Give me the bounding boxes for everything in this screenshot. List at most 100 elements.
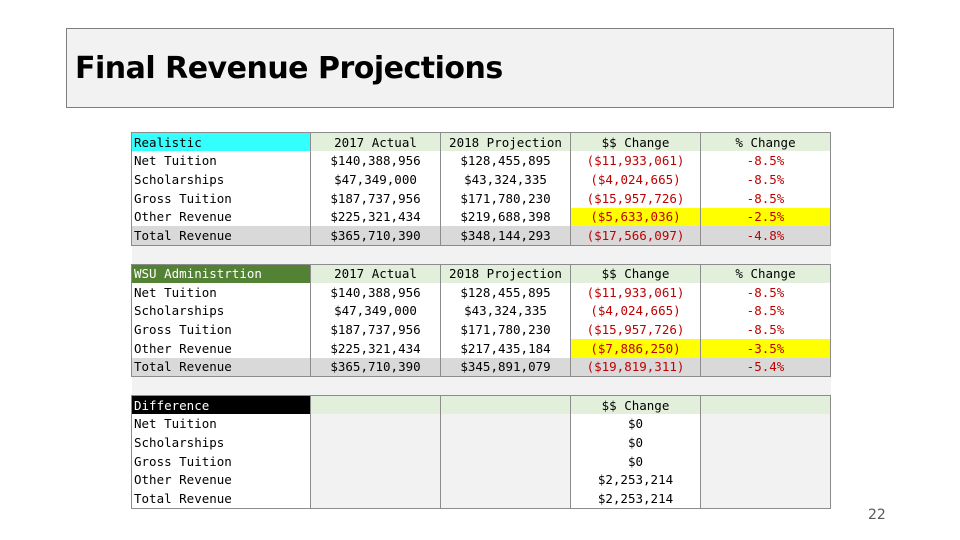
cell-percent-change: -8.5% — [700, 151, 831, 170]
cell-dollar-change: $2,253,214 — [570, 470, 701, 490]
row-label: Net Tuition — [131, 151, 311, 170]
wsu-row-net-tuition: Net Tuition $140,388,956 $128,455,895 ($… — [131, 282, 831, 302]
wsu-row-gross-tuition: Gross Tuition $187,737,956 $171,780,230 … — [131, 320, 831, 339]
blank-cell — [700, 395, 831, 415]
row-label: Gross Tuition — [131, 188, 311, 208]
wsu-row-scholarships: Scholarships $47,349,000 $43,324,335 ($4… — [131, 301, 831, 321]
wsu-header-row: WSU Administrtion 2017 Actual 2018 Proje… — [131, 263, 831, 283]
title-box: Final Revenue Projections — [66, 28, 894, 108]
difference-row-gross-tuition: Gross Tuition $0 — [131, 451, 831, 471]
cell-2017-actual: $140,388,956 — [310, 282, 441, 302]
blank-cell — [700, 470, 831, 490]
cell-percent-change: -8.5% — [700, 282, 831, 302]
cell-2017-actual: $47,349,000 — [310, 301, 441, 321]
spacer-row — [131, 245, 831, 264]
cell-2017-actual: $225,321,434 — [310, 339, 441, 358]
blank-cell — [310, 395, 441, 415]
row-label: Scholarships — [131, 170, 311, 189]
cell-percent-change: -5.4% — [700, 357, 831, 377]
cell-percent-change: -4.8% — [700, 226, 831, 246]
row-label: Scholarships — [131, 301, 311, 321]
column-header-percent-change: % Change — [700, 263, 831, 283]
cell-dollar-change-highlighted: ($7,886,250) — [570, 339, 701, 358]
row-label: Total Revenue — [131, 489, 311, 509]
cell-dollar-change: ($4,024,665) — [570, 170, 701, 189]
row-label: Gross Tuition — [131, 451, 311, 471]
row-label: Total Revenue — [131, 226, 311, 246]
blank-cell — [310, 451, 441, 471]
realistic-section-label: Realistic — [131, 132, 311, 152]
column-header-2018-projection: 2018 Projection — [440, 132, 571, 152]
cell-percent-change-highlighted: -2.5% — [700, 207, 831, 227]
realistic-row-gross-tuition: Gross Tuition $187,737,956 $171,780,230 … — [131, 188, 831, 208]
blank-cell — [310, 433, 441, 452]
cell-2018-projection: $128,455,895 — [440, 282, 571, 302]
column-header-2018-projection: 2018 Projection — [440, 263, 571, 283]
cell-percent-change: -8.5% — [700, 188, 831, 208]
cell-dollar-change: ($15,957,726) — [570, 188, 701, 208]
blank-cell — [700, 414, 831, 433]
page-number: 22 — [868, 507, 886, 523]
blank-cell — [440, 470, 571, 490]
cell-2018-projection: $217,435,184 — [440, 339, 571, 358]
row-label: Other Revenue — [131, 207, 311, 227]
cell-dollar-change: ($15,957,726) — [570, 320, 701, 339]
difference-header-row: Difference $$ Change — [131, 395, 831, 415]
blank-cell — [440, 489, 571, 509]
cell-dollar-change: ($11,933,061) — [570, 282, 701, 302]
cell-2017-actual: $187,737,956 — [310, 320, 441, 339]
blank-cell — [440, 451, 571, 471]
realistic-row-net-tuition: Net Tuition $140,388,956 $128,455,895 ($… — [131, 151, 831, 170]
cell-2018-projection: $348,144,293 — [440, 226, 571, 246]
row-label: Total Revenue — [131, 357, 311, 377]
cell-dollar-change: ($19,819,311) — [570, 357, 701, 377]
cell-2018-projection: $43,324,335 — [440, 301, 571, 321]
cell-percent-change: -8.5% — [700, 170, 831, 189]
column-header-dollar-change: $$ Change — [570, 395, 701, 415]
cell-dollar-change: $0 — [570, 433, 701, 452]
cell-dollar-change: $0 — [570, 451, 701, 471]
cell-percent-change-highlighted: -3.5% — [700, 339, 831, 358]
row-label: Other Revenue — [131, 470, 311, 490]
blank-cell — [700, 451, 831, 471]
row-label: Scholarships — [131, 433, 311, 452]
row-label: Net Tuition — [131, 282, 311, 302]
difference-row-other-revenue: Other Revenue $2,253,214 — [131, 470, 831, 490]
wsu-row-total-revenue: Total Revenue $365,710,390 $345,891,079 … — [131, 357, 831, 377]
blank-cell — [310, 470, 441, 490]
column-header-dollar-change: $$ Change — [570, 132, 701, 152]
blank-cell — [440, 433, 571, 452]
column-header-percent-change: % Change — [700, 132, 831, 152]
difference-row-total-revenue: Total Revenue $2,253,214 — [131, 489, 831, 509]
realistic-row-other-revenue: Other Revenue $225,321,434 $219,688,398 … — [131, 207, 831, 227]
cell-percent-change: -8.5% — [700, 301, 831, 321]
realistic-header-row: Realistic 2017 Actual 2018 Projection $$… — [131, 132, 831, 152]
cell-2018-projection: $43,324,335 — [440, 170, 571, 189]
cell-dollar-change-highlighted: ($5,633,036) — [570, 207, 701, 227]
cell-dollar-change: ($17,566,097) — [570, 226, 701, 246]
cell-dollar-change: ($11,933,061) — [570, 151, 701, 170]
cell-dollar-change: ($4,024,665) — [570, 301, 701, 321]
revenue-projection-table: Realistic 2017 Actual 2018 Projection $$… — [131, 132, 831, 509]
blank-cell — [310, 489, 441, 509]
cell-2018-projection: $171,780,230 — [440, 320, 571, 339]
cell-dollar-change: $2,253,214 — [570, 489, 701, 509]
row-label: Other Revenue — [131, 339, 311, 358]
blank-cell — [310, 414, 441, 433]
blank-cell — [440, 395, 571, 415]
column-header-dollar-change: $$ Change — [570, 263, 701, 283]
spacer-row — [131, 376, 831, 396]
column-header-2017-actual: 2017 Actual — [310, 132, 441, 152]
row-label: Gross Tuition — [131, 320, 311, 339]
cell-2017-actual: $225,321,434 — [310, 207, 441, 227]
cell-2018-projection: $171,780,230 — [440, 188, 571, 208]
cell-dollar-change: $0 — [570, 414, 701, 433]
blank-cell — [700, 433, 831, 452]
cell-2017-actual: $140,388,956 — [310, 151, 441, 170]
cell-2018-projection: $345,891,079 — [440, 357, 571, 377]
cell-2017-actual: $365,710,390 — [310, 226, 441, 246]
cell-2017-actual: $365,710,390 — [310, 357, 441, 377]
wsu-row-other-revenue: Other Revenue $225,321,434 $217,435,184 … — [131, 339, 831, 358]
cell-2017-actual: $47,349,000 — [310, 170, 441, 189]
column-header-2017-actual: 2017 Actual — [310, 263, 441, 283]
